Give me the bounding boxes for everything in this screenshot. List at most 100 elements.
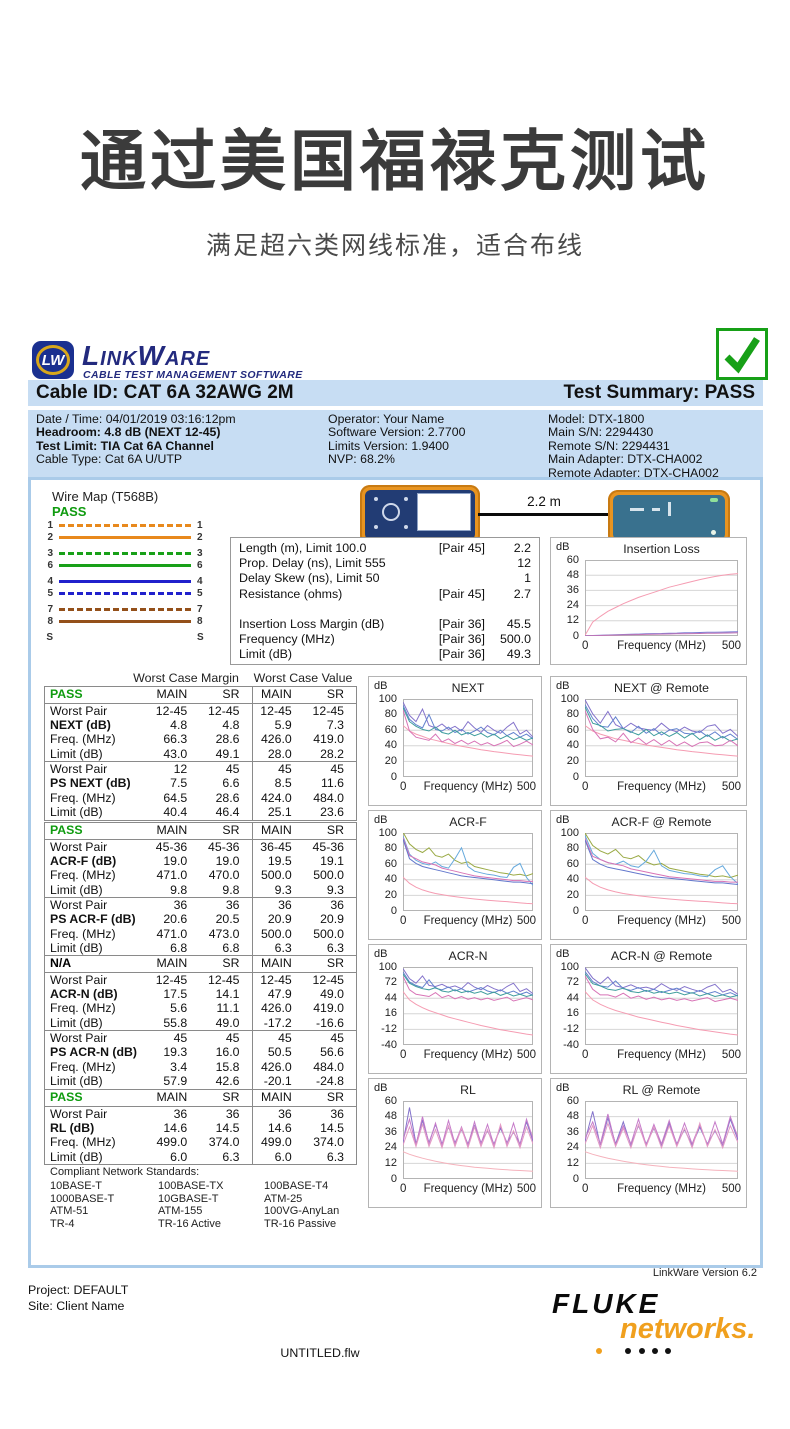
chart-y-tick: 80 (384, 842, 397, 855)
chart-y-tick: 16 (566, 1007, 579, 1020)
table-cell: 19.0 (163, 853, 188, 868)
cable-length-label: 2.2 m (527, 494, 561, 509)
wiremap-pin-left: S (46, 631, 53, 643)
wiremap-wire-line (59, 551, 191, 555)
table-cell: 12-45 (208, 703, 240, 718)
table-col-header: SR (326, 956, 344, 970)
table-row: Freq. (MHz) 3.4 15.8 426.0 484.0 (45, 1059, 356, 1075)
chart-y-tick: 0 (572, 629, 579, 642)
table-cell: 49.1 (215, 746, 240, 761)
chart-y-tick: 20 (384, 754, 397, 767)
chart-y-tick: 48 (384, 1110, 397, 1123)
table-cell: 12 (173, 762, 188, 777)
info-column-2: Operator: Your Name Software Version: 2.7… (328, 412, 465, 467)
chart-plot-area (403, 699, 533, 777)
table-row-label: NEXT (dB) (50, 717, 111, 732)
table-row-label: Limit (dB) (50, 746, 103, 761)
wiremap-pin-left: 8 (47, 615, 53, 627)
table-cell: 9.3 (326, 882, 344, 897)
table-cell: 42.6 (215, 1074, 240, 1089)
chart-plot-area (585, 560, 738, 636)
table-cell: 20.9 (320, 912, 344, 927)
table-cell: 4.8 (222, 717, 240, 732)
chart-x-axis-label: Frequency (MHz) (617, 1183, 706, 1195)
chart-series-pair-b (585, 704, 738, 741)
table-row-label: Freq. (MHz) (50, 1059, 116, 1074)
table-cell: 66.3 (163, 732, 188, 747)
remote-tester-mark (652, 508, 660, 511)
measurement-label: Length (m), Limit 100.0 (239, 541, 367, 555)
chart-y-tick: 36 (566, 583, 579, 596)
info-column-1: Date / Time: 04/01/2019 03:16:12pm Headro… (36, 412, 236, 467)
chart-y-tick: 0 (390, 904, 397, 917)
table-cell: 64.5 (163, 790, 188, 805)
table-row: Limit (dB) 6.0 6.3 6.0 6.3 (45, 1149, 356, 1165)
chart-y-tick: 24 (566, 599, 579, 612)
chart-x-axis-label: Frequency (MHz) (423, 1183, 513, 1195)
table-cell: 426.0 (251, 732, 304, 747)
table-row: Worst Pair 36 36 36 36 (45, 897, 356, 913)
table-cell: 49.0 (215, 1015, 240, 1030)
table-row-label: Freq. (MHz) (50, 868, 116, 883)
chart-x-min: 0 (400, 1049, 407, 1061)
chart-y-unit-label: dB (556, 680, 570, 692)
chart-series-pair-d (585, 975, 738, 1003)
table-row: Freq. (MHz) 64.5 28.6 424.0 484.0 (45, 790, 356, 806)
measurement-label: Resistance (ohms) (239, 586, 343, 601)
table-row: Freq. (MHz) 66.3 28.6 426.0 419.0 (45, 732, 356, 747)
info-line: Limits Version: 1.9400 (328, 438, 449, 453)
chart-y-tick: 12 (384, 1156, 397, 1169)
standard-item: TR-16 Passive (264, 1217, 337, 1230)
chart-y-tick: -12 (381, 1022, 397, 1035)
chart-series-pair-d (403, 709, 533, 748)
chart-series-pair-b (403, 971, 533, 996)
standard-item: TR-16 Active (158, 1217, 221, 1230)
table-cell: 45 (330, 762, 344, 777)
table-row-label: ACR-F (dB) (50, 853, 117, 868)
table-row-label: Worst Pair (50, 839, 108, 854)
table-col-header: SR (326, 687, 344, 701)
fluke-logo: FLUKE (552, 1288, 661, 1319)
chart-x-axis-label: Frequency (MHz) (617, 1049, 706, 1061)
chart-series-limit (585, 725, 738, 757)
chart-y-tick: 44 (566, 991, 579, 1004)
chart-series-pair-c (403, 973, 533, 998)
table-header-row: PASS MAIN SR MAIN SR (45, 1090, 356, 1107)
chart-x-axis-label: Frequency (MHz) (617, 781, 706, 793)
wiremap-wire-line (59, 607, 191, 611)
wiremap-wire-line (59, 591, 191, 595)
wiremap-status: PASS (52, 504, 87, 519)
table-row-label: Limit (dB) (50, 1015, 103, 1030)
standard-item: 10BASE-T (50, 1180, 102, 1192)
acrn-remote-chart: dB ACR-N @ Remote 100 72 44 16 -12 -40 0 Frequenc… (550, 944, 747, 1074)
chart-y-tick: 100 (560, 960, 579, 973)
table-cell: 499.0 (156, 1135, 188, 1150)
table-cell: 419.0 (313, 732, 344, 747)
wiremap-wire-line (59, 619, 191, 623)
chart-plot-area (585, 699, 738, 777)
test-summary: Test Summary: PASS (563, 382, 755, 403)
table-cell: 17.5 (163, 986, 188, 1001)
linkware-logo-tagline: CABLE TEST MANAGEMENT SOFTWARE (83, 369, 303, 381)
chart-y-tick: 0 (572, 904, 579, 917)
rl-remote-chart: dB RL @ Remote 60 48 36 24 12 0 0 Frequency (MHz)… (550, 1078, 747, 1208)
measurement-row: Delay Skew (ns), Limit 50 1 (239, 571, 531, 586)
standard-item: 100VG-AnyLan (264, 1205, 340, 1218)
table-col-header: MAIN (251, 1090, 304, 1106)
table-status: PASS (50, 1090, 83, 1104)
measurement-value: 45.5 (506, 616, 531, 631)
wiremap-pin-right: 6 (197, 559, 203, 571)
chart-y-tick: 40 (384, 739, 397, 752)
wiremap-pin-right: 3 (197, 547, 203, 559)
table-header-row: PASS MAIN SR MAIN SR (45, 823, 356, 840)
chart-y-tick: -40 (563, 1038, 579, 1051)
table-row: Limit (dB) 57.9 42.6 -20.1 -24.8 (45, 1074, 356, 1089)
chart-series-pair-a (403, 968, 533, 995)
chart-x-min: 0 (582, 1049, 589, 1061)
standard-item: 100BASE-TX (158, 1180, 224, 1192)
chart-y-tick: 60 (566, 1094, 579, 1107)
chart-series-pair-a (585, 967, 738, 995)
chart-y-tick: 36 (566, 1125, 579, 1138)
table-row-label: Worst Pair (50, 972, 108, 987)
